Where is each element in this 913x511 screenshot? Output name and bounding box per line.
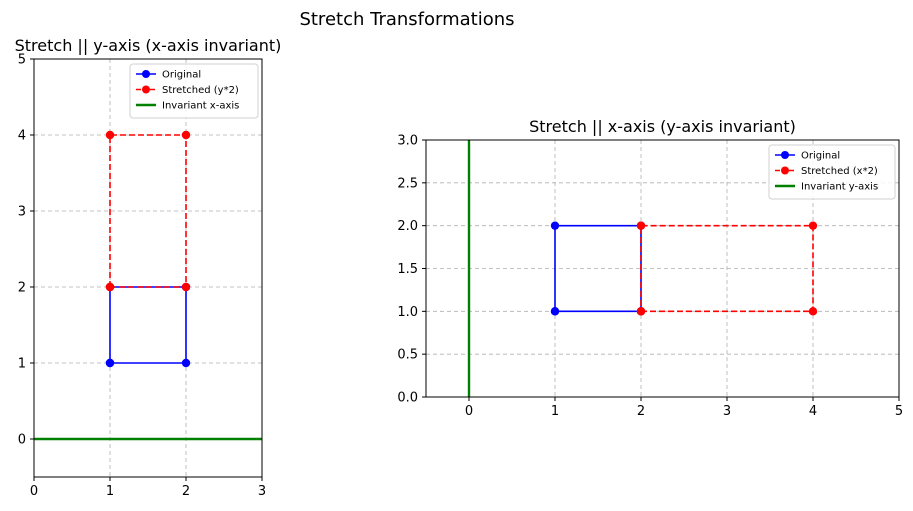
y-tick-label: 1.5: [397, 262, 418, 277]
data-point: [636, 307, 646, 316]
data-point: [105, 282, 115, 292]
legend-label: Invariant y-axis: [801, 182, 878, 193]
x-tick-label: 0: [465, 404, 473, 419]
y-tick-label: 2: [18, 281, 26, 296]
series-line: [109, 286, 187, 364]
legend-label: Invariant x-axis: [162, 101, 239, 112]
y-tick-label: 0.5: [397, 348, 418, 363]
legend-label: Stretched (y*2): [162, 85, 239, 96]
data-point: [181, 358, 191, 368]
chart-left: Stretch || y-axis (x-axis invariant) 0 1 2 3…: [15, 36, 282, 499]
legend-frame: [129, 63, 259, 119]
y-tick-label: 4: [18, 129, 26, 144]
data-point: [550, 221, 560, 230]
data-point: [105, 358, 115, 368]
data-point: [808, 221, 818, 230]
plot-area: [467, 140, 818, 397]
data-point: [105, 130, 115, 140]
figure-title: Stretch Transformations: [299, 9, 514, 30]
chart-title: Stretch || y-axis (x-axis invariant): [15, 36, 282, 55]
y-tick-label: 0.0: [397, 391, 418, 406]
y-tick-label: 2.5: [397, 176, 418, 191]
x-tick-label: 1: [106, 484, 114, 499]
x-tick-label: 4: [809, 404, 817, 419]
legend-marker: [781, 151, 789, 159]
x-tick-label: 5: [895, 404, 903, 419]
y-tick-label: 3.0: [397, 134, 418, 149]
chart-title: Stretch || x-axis (y-axis invariant): [529, 117, 796, 136]
legend-label: Original: [801, 151, 840, 162]
x-tick-label: 0: [30, 484, 38, 499]
y-tick-label: 2.0: [397, 219, 418, 234]
legend-label: Original: [162, 70, 201, 81]
x-tick-label: 3: [258, 484, 266, 499]
legend: Original Stretched (x*2) Invariant y-axis: [768, 144, 896, 200]
legend: Original Stretched (y*2) Invariant x-axis: [129, 63, 259, 119]
y-tick-label: 1.0: [397, 305, 418, 320]
x-tick-label: 1: [551, 404, 559, 419]
legend-marker: [142, 85, 150, 94]
axes-frame: [33, 58, 263, 478]
x-tick-label: 2: [637, 404, 645, 419]
y-tick-label: 3: [18, 205, 26, 220]
y-tick-label: 0: [18, 433, 26, 448]
legend-marker: [781, 166, 789, 175]
x-tick-label: 2: [182, 484, 190, 499]
chart-right: Stretch || x-axis (y-axis invariant) 0 1 2 3…: [397, 117, 903, 419]
x-tick-label: 3: [723, 404, 731, 419]
legend-label: Stretched (x*2): [801, 166, 878, 177]
y-tick-label: 5: [18, 53, 26, 68]
data-point: [550, 307, 560, 316]
legend-marker: [142, 70, 150, 78]
legend-frame: [768, 144, 896, 200]
y-tick-label: 1: [18, 357, 26, 372]
data-point: [181, 282, 191, 292]
data-point: [636, 221, 646, 230]
data-point: [181, 130, 191, 140]
plot-area: [34, 130, 262, 441]
data-point: [808, 307, 818, 316]
